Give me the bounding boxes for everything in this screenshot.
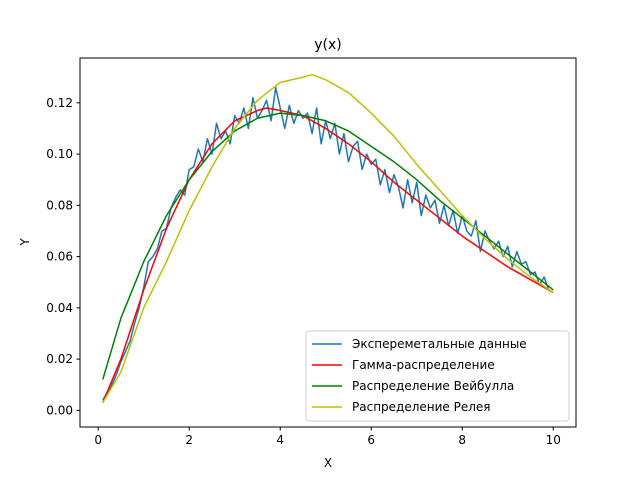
x-tick-label: 8 xyxy=(458,433,466,447)
legend-label-0: Экспереметальные данные xyxy=(352,337,527,351)
y-tick-label: 0.06 xyxy=(46,250,73,264)
x-tick-label: 10 xyxy=(546,433,561,447)
x-tick-label: 2 xyxy=(185,433,193,447)
x-tick-label: 6 xyxy=(367,433,375,447)
legend-label-2: Распределение Вейбулла xyxy=(352,379,514,393)
chart-title: y(x) xyxy=(314,37,342,53)
y-axis: 0.00 0.02 0.04 0.06 0.08 0.10 0.12 xyxy=(46,96,80,417)
x-axis: 0 2 4 6 8 10 xyxy=(94,427,561,447)
y-tick-label: 0.00 xyxy=(46,403,73,417)
y-tick-label: 0.12 xyxy=(46,96,73,110)
y-tick-label: 0.02 xyxy=(46,352,73,366)
series-line-3 xyxy=(102,73,554,404)
x-tick-label: 4 xyxy=(276,433,284,447)
x-axis-label: X xyxy=(324,456,332,470)
legend-box xyxy=(305,330,570,422)
y-axis-label: Y xyxy=(18,238,32,247)
plot-frame xyxy=(79,57,577,428)
series-layer xyxy=(102,73,554,404)
legend-label-3: Распределение Релея xyxy=(352,400,491,414)
y-tick-label: 0.04 xyxy=(46,301,73,315)
legend: Экспереметальные данные Гамма-распределен… xyxy=(305,330,570,422)
y-tick-label: 0.08 xyxy=(46,198,73,212)
y-tick-label: 0.10 xyxy=(46,147,73,161)
series-line-1 xyxy=(102,107,554,403)
x-tick-label: 0 xyxy=(94,433,102,447)
legend-label-1: Гамма-распределение xyxy=(352,358,495,372)
